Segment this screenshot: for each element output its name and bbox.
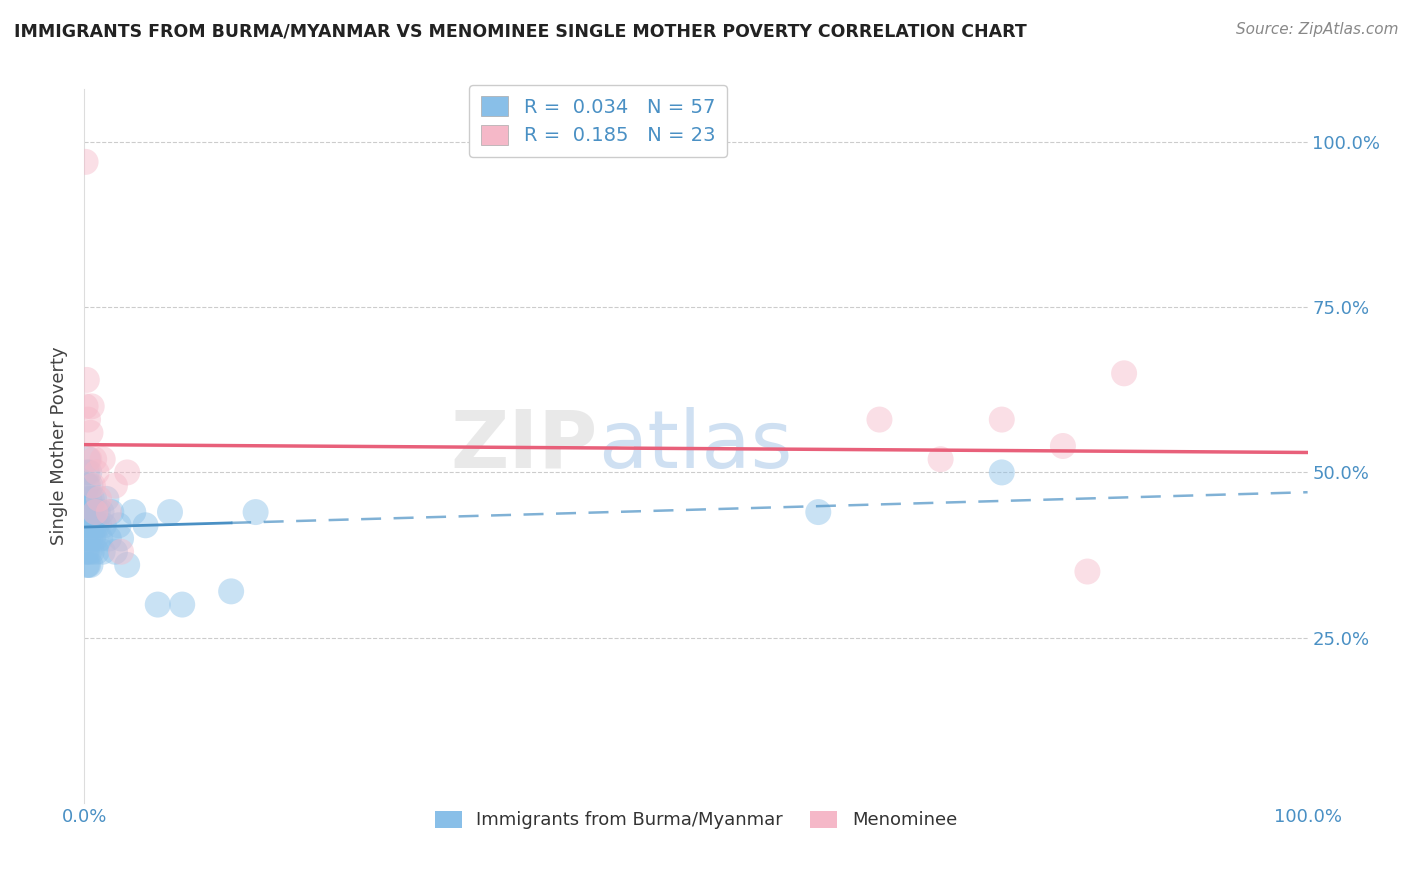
Point [80,545,103,559]
Point [76,373,98,387]
Point [82,532,104,546]
Point [77,466,100,480]
Text: atlas: atlas [598,407,793,485]
Point [75,154,97,169]
Point [77,505,100,519]
Point [84,505,107,519]
Point [75,505,97,519]
Point [93,518,115,533]
Point [97,532,120,546]
Point [122,505,145,519]
Point [79,532,101,546]
Point [75,545,97,559]
Point [76,499,98,513]
Point [115,466,138,480]
Point [159,505,181,519]
Point [80,491,103,506]
Point [76,558,98,572]
Text: IMMIGRANTS FROM BURMA/MYANMAR VS MENOMINEE SINGLE MOTHER POVERTY CORRELATION CHA: IMMIGRANTS FROM BURMA/MYANMAR VS MENOMIN… [14,22,1026,40]
Point [80,400,103,414]
Point [104,545,127,559]
Point [86,466,108,480]
Point [104,478,127,492]
Point [87,505,110,519]
Point [1052,439,1074,453]
Point [83,452,105,467]
Point [807,505,830,519]
Point [77,532,100,546]
Point [83,518,105,533]
Text: Source: ZipAtlas.com: Source: ZipAtlas.com [1236,22,1399,37]
Point [107,518,129,533]
Point [75,491,97,506]
Point [80,518,103,533]
Point [77,558,100,572]
Point [991,466,1014,480]
Point [87,491,110,506]
Point [91,452,114,467]
Point [76,545,98,559]
Point [75,518,97,533]
Point [86,545,108,559]
Point [97,505,120,519]
Point [86,518,108,533]
Point [79,558,101,572]
Point [96,491,118,506]
Point [87,518,110,533]
Point [100,505,122,519]
Point [77,545,100,559]
Point [91,545,114,559]
Point [77,478,100,492]
Legend: Immigrants from Burma/Myanmar, Menominee: Immigrants from Burma/Myanmar, Menominee [427,804,965,837]
Point [76,466,98,480]
Point [135,518,157,533]
Point [84,532,107,546]
Point [1114,367,1136,381]
Point [991,412,1014,426]
Point [84,505,107,519]
Point [1076,565,1098,579]
Point [79,425,101,440]
Point [77,412,100,426]
Point [77,491,100,506]
Point [110,545,132,559]
Point [172,598,194,612]
Point [89,532,111,546]
Point [79,478,101,492]
Point [82,478,104,492]
Point [83,491,105,506]
Point [90,505,112,519]
Point [75,400,97,414]
Point [76,478,98,492]
Point [869,412,891,426]
Point [110,532,132,546]
Point [77,452,100,467]
Point [929,452,952,467]
Point [146,598,169,612]
Point [82,505,104,519]
Point [76,518,98,533]
Point [245,505,267,519]
Y-axis label: Single Mother Poverty: Single Mother Poverty [51,347,69,545]
Point [219,584,242,599]
Point [75,532,97,546]
Text: ZIP: ZIP [451,407,598,485]
Point [77,518,100,533]
Point [79,505,101,519]
Point [115,558,138,572]
Point [77,452,100,467]
